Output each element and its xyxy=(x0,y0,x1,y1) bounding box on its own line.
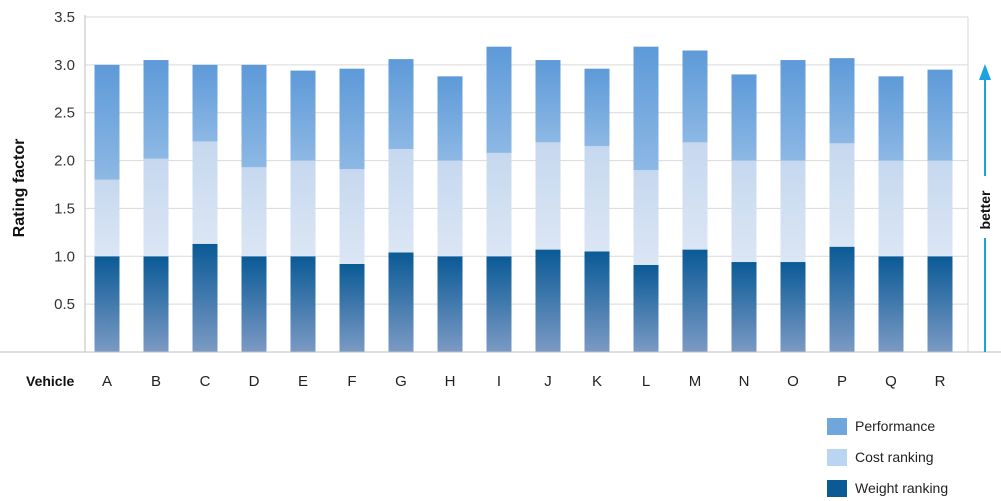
bar-cost-ranking xyxy=(780,160,806,263)
bar-cost-ranking xyxy=(290,160,316,257)
better-annotation: better xyxy=(977,64,993,352)
bar-weight-ranking xyxy=(339,263,365,352)
bar-weight-ranking xyxy=(388,252,414,352)
legend: Performance Cost ranking Weight ranking xyxy=(827,418,948,497)
y-tick-label: 2.5 xyxy=(54,105,75,122)
bar-cost-ranking xyxy=(829,143,855,247)
x-tick-label: K xyxy=(592,373,602,390)
legend-label: Performance xyxy=(855,418,935,434)
x-axis-label: Vehicle xyxy=(26,373,74,389)
bar-cost-ranking xyxy=(927,160,953,257)
bar-weight-ranking xyxy=(731,262,757,352)
better-label: better xyxy=(977,190,993,229)
legend-swatch xyxy=(827,449,847,466)
y-tick-label: 3.5 xyxy=(54,9,75,26)
legend-label: Weight ranking xyxy=(855,480,948,496)
bar-performance xyxy=(143,60,169,159)
bar-cost-ranking xyxy=(878,160,904,257)
x-tick-label: F xyxy=(347,373,356,390)
x-tick-label: M xyxy=(689,373,702,390)
bar-cost-ranking xyxy=(731,160,757,263)
bar-weight-ranking xyxy=(535,249,561,352)
x-tick-label: J xyxy=(544,373,552,390)
x-tick-label: P xyxy=(837,373,847,390)
bar-cost-ranking xyxy=(94,179,120,257)
bar-performance xyxy=(192,64,218,142)
bar-performance xyxy=(535,60,561,143)
bar-weight-ranking xyxy=(682,249,708,352)
x-tick-label: L xyxy=(642,373,650,390)
x-tick-label: A xyxy=(102,373,112,390)
bar-weight-ranking xyxy=(143,256,169,352)
x-tick-label: R xyxy=(935,373,946,390)
x-tick-label: Q xyxy=(885,373,897,390)
y-tick-label: 1.0 xyxy=(54,248,75,265)
bars xyxy=(94,46,953,352)
bar-weight-ranking xyxy=(437,256,463,352)
y-axis-label: Rating factor xyxy=(11,139,28,238)
bar-weight-ranking xyxy=(290,256,316,352)
bar-performance xyxy=(241,64,267,168)
bar-weight-ranking xyxy=(927,256,953,352)
x-tick-label: G xyxy=(395,373,407,390)
bar-performance xyxy=(780,60,806,161)
y-tick-label: 0.5 xyxy=(54,296,75,313)
bar-performance xyxy=(94,64,120,180)
bar-performance xyxy=(388,59,414,150)
x-tick-label: H xyxy=(445,373,456,390)
bar-cost-ranking xyxy=(584,146,610,252)
bar-weight-ranking xyxy=(878,256,904,352)
x-tick-label: D xyxy=(249,373,260,390)
y-tick-label: 2.0 xyxy=(54,153,75,170)
x-tick-label: E xyxy=(298,373,308,390)
bar-weight-ranking xyxy=(584,251,610,352)
bar-cost-ranking xyxy=(486,152,512,257)
bar-performance xyxy=(829,58,855,144)
bar-performance xyxy=(290,70,316,161)
bar-performance xyxy=(339,68,365,170)
bar-weight-ranking xyxy=(241,256,267,352)
bar-weight-ranking xyxy=(780,262,806,352)
y-tick-label: 3.0 xyxy=(54,57,75,74)
gridlines xyxy=(85,16,968,305)
bar-weight-ranking xyxy=(94,256,120,352)
axes: 0.5 1.0 1.5 2.0 2.5 3.0 3.5 A B C D E F G H I J K L M N O P Q R xyxy=(0,9,1001,390)
y-tick-label: 1.5 xyxy=(54,200,75,217)
bar-cost-ranking xyxy=(535,142,561,250)
legend-swatch xyxy=(827,480,847,497)
bar-cost-ranking xyxy=(388,149,414,253)
bar-cost-ranking xyxy=(192,141,218,244)
bar-performance xyxy=(927,69,953,161)
bar-cost-ranking xyxy=(339,169,365,264)
x-tick-label: I xyxy=(497,373,501,390)
legend-label: Cost ranking xyxy=(855,449,934,465)
bar-performance xyxy=(731,74,757,161)
better-arrow-head xyxy=(979,64,991,80)
bar-cost-ranking xyxy=(633,170,659,265)
bar-cost-ranking xyxy=(143,158,169,257)
x-tick-label: B xyxy=(151,373,161,390)
bar-performance xyxy=(584,68,610,147)
bar-weight-ranking xyxy=(829,246,855,352)
x-tick-label: O xyxy=(787,373,799,390)
bar-performance xyxy=(486,46,512,153)
bar-performance xyxy=(878,76,904,161)
bar-cost-ranking xyxy=(241,167,267,257)
legend-swatch xyxy=(827,418,847,435)
x-tick-label: C xyxy=(200,373,211,390)
bar-performance xyxy=(682,50,708,143)
bar-weight-ranking xyxy=(633,264,659,352)
bar-cost-ranking xyxy=(437,160,463,257)
bar-weight-ranking xyxy=(192,243,218,352)
x-tick-label: N xyxy=(739,373,750,390)
bar-performance xyxy=(633,46,659,171)
bar-weight-ranking xyxy=(486,256,512,352)
bar-performance xyxy=(437,76,463,161)
bar-cost-ranking xyxy=(682,142,708,250)
